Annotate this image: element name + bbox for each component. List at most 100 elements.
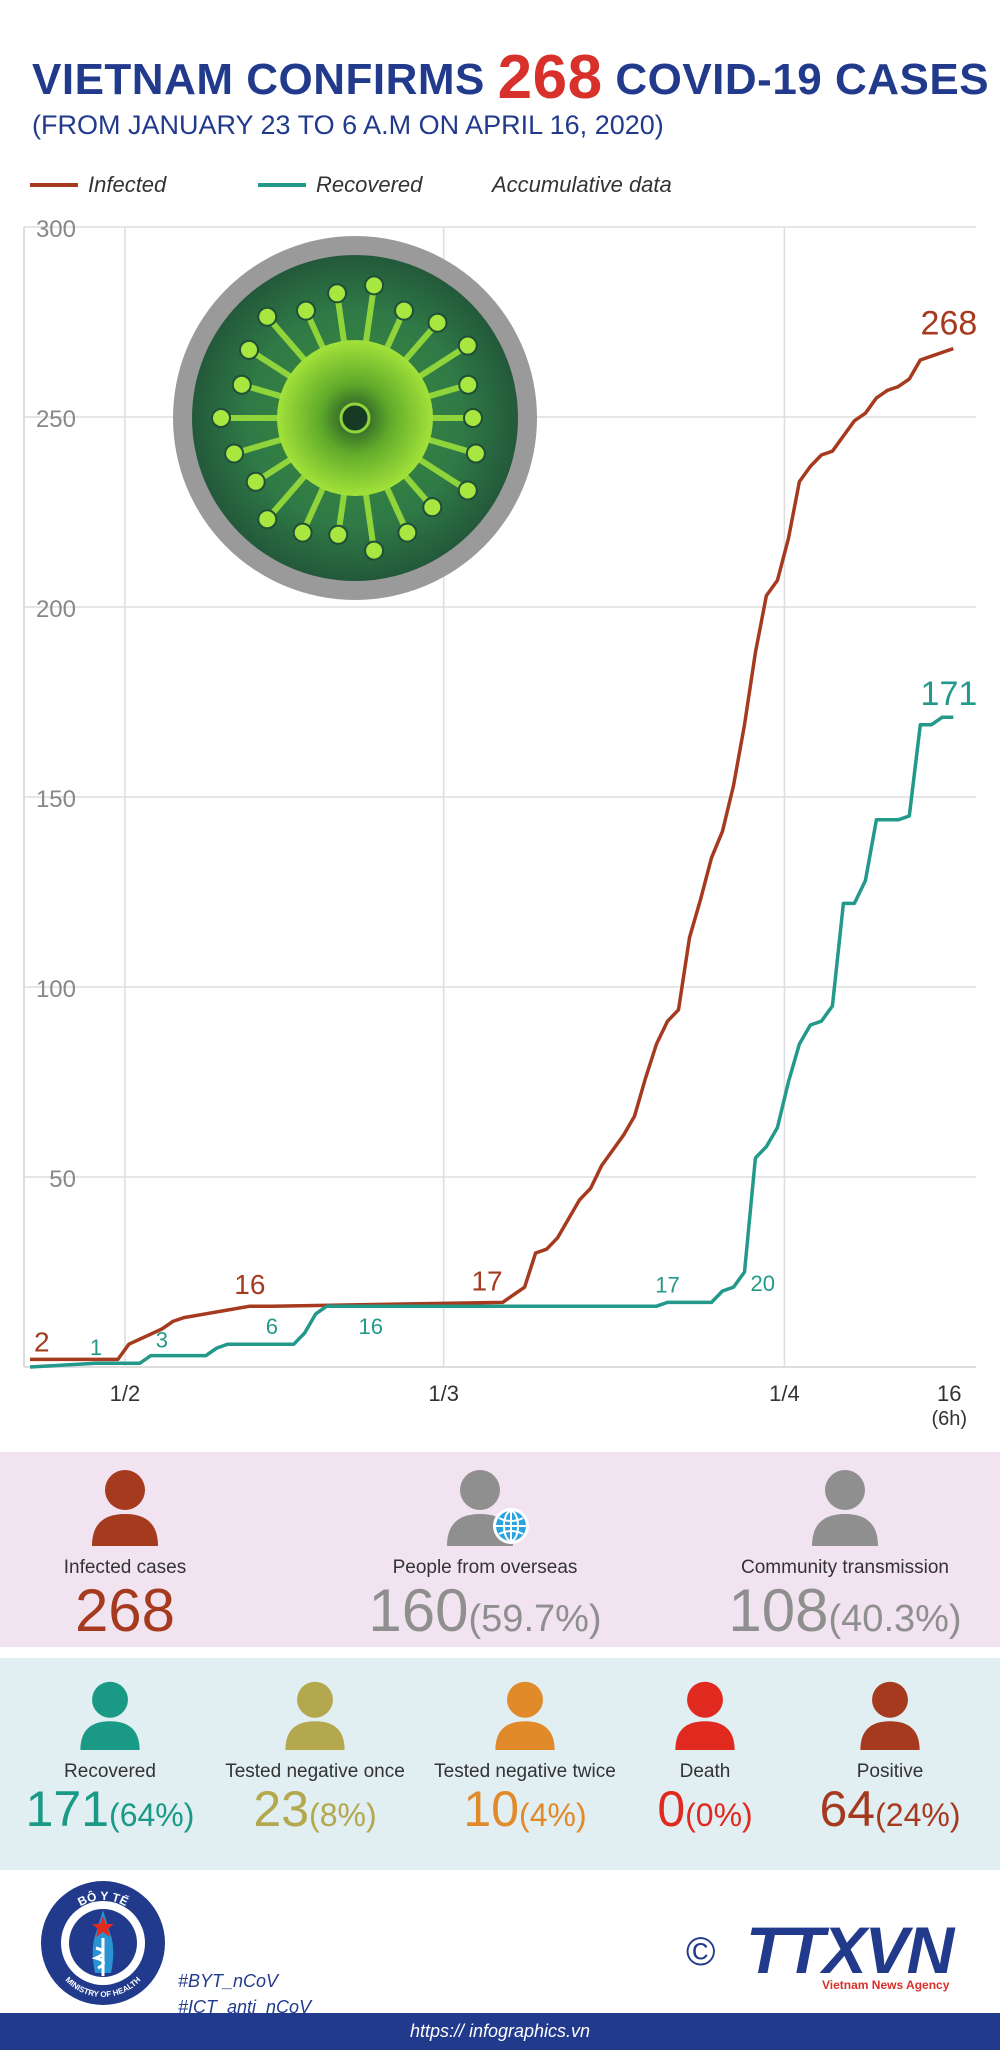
virus-spike-tip — [328, 524, 349, 545]
y-tick-label: 100 — [36, 976, 76, 1003]
virus-spike-tip — [245, 471, 266, 492]
stat-negative-once-label: Tested negative once — [225, 1761, 405, 1782]
stat-negative-twice-value: 10 — [463, 1781, 520, 1837]
x-tick-label: 1/4 — [769, 1381, 800, 1406]
data-label-recovered: 16 — [358, 1314, 382, 1339]
copyright-icon: © — [686, 1930, 716, 1974]
hashtags: #BYT_nCoV #ICT_anti_nCoV — [178, 1968, 311, 2020]
data-label-recovered: 20 — [750, 1271, 774, 1296]
agency-name: Vietnam News Agency — [822, 1978, 950, 1992]
stat-death-pct: (0%) — [685, 1797, 753, 1833]
stat-positive: Positive 64(24%) — [790, 1680, 990, 1836]
virus-spike-tip — [457, 335, 478, 356]
stat-negative-once-pct: (8%) — [309, 1797, 377, 1833]
page-subtitle: (FROM JANUARY 23 TO 6 A.M ON APRIL 16, 2… — [32, 110, 664, 140]
person-icon — [620, 1680, 790, 1755]
virus-spike — [361, 484, 378, 554]
stat-death: Death 0(0%) — [620, 1680, 790, 1836]
data-label-infected: 16 — [234, 1269, 265, 1300]
title-number: 268 — [497, 43, 603, 112]
data-label-recovered: 1 — [90, 1335, 102, 1360]
virus-spike-tip — [239, 339, 260, 360]
legend-infected-swatch — [30, 183, 78, 187]
chart-legend: Infected Recovered Accumulative data — [30, 172, 930, 202]
stat-recovered-value-line: 171(64%) — [10, 1783, 210, 1836]
virus-spike-tip — [231, 374, 252, 395]
hashtag-byt: #BYT_nCoV — [178, 1971, 279, 1991]
data-label-infected: 2 — [34, 1326, 50, 1357]
series-line-infected — [30, 346, 954, 1362]
data-label-recovered: 17 — [655, 1272, 679, 1297]
virus-spike-tip — [458, 374, 479, 395]
footer: BỘ Y TẾ MINISTRY OF HEALTH #BYT_nCoV #IC… — [0, 1880, 1000, 2050]
footer-url[interactable]: https:// infographics.vn — [409, 2021, 591, 2041]
title-prefix: VIETNAM CONFIRMS — [32, 55, 485, 104]
person-icon — [20, 1468, 230, 1551]
data-label-infected: 17 — [471, 1265, 502, 1296]
page-title: VIETNAM CONFIRMS 268 COVID-19 CASES — [32, 42, 989, 113]
stat-death-value: 0 — [657, 1781, 686, 1837]
status-panel: Recovered 171(64%) Tested negative once … — [0, 1658, 1000, 1870]
stat-overseas-pct: (59.7%) — [468, 1598, 602, 1640]
x-tick-label: 16 — [937, 1381, 961, 1406]
stat-community-value-line: 108(40.3%) — [700, 1579, 990, 1642]
stat-positive-label: Positive — [856, 1761, 924, 1782]
url-bar: https:// infographics.vn — [0, 2013, 1000, 2050]
y-tick-label: 150 — [36, 786, 76, 813]
person-globe-icon — [445, 1468, 529, 1551]
y-tick-label: 200 — [36, 596, 76, 623]
stat-overseas-value-line: 160(59.7%) — [340, 1579, 630, 1642]
stat-negative-twice: Tested negative twice 10(4%) — [425, 1680, 625, 1836]
stat-death-value-line: 0(0%) — [620, 1783, 790, 1836]
virus-spike-tip — [257, 509, 278, 530]
virus-spike — [264, 467, 313, 523]
virus-spike-tip — [397, 522, 418, 543]
virus-spike-tip — [327, 283, 348, 304]
stat-overseas: People from overseas 160(59.7%) — [340, 1468, 630, 1642]
stat-negative-twice-label: Tested negative twice — [434, 1761, 616, 1782]
virus-illustration — [173, 236, 537, 600]
stat-negative-once-value-line: 23(8%) — [215, 1783, 415, 1836]
data-label-recovered: 6 — [266, 1314, 278, 1339]
stat-negative-twice-value-line: 10(4%) — [425, 1783, 625, 1836]
y-tick-label: 300 — [36, 216, 76, 243]
virus-spike-tip — [457, 480, 478, 501]
virus-spike-tip — [427, 312, 448, 333]
virus-spike-tip — [422, 497, 443, 518]
data-label-recovered: 171 — [921, 675, 978, 713]
title-suffix: COVID-19 CASES — [615, 55, 990, 104]
virus-spike-tip — [465, 443, 486, 464]
person-icon — [215, 1680, 415, 1755]
virus-spike — [361, 282, 378, 352]
stat-recovered-label: Recovered — [64, 1761, 156, 1782]
ttxvn-logo: TTXVN — [746, 1913, 954, 1987]
data-label-infected: 268 — [921, 305, 978, 343]
data-label-recovered: 3 — [156, 1328, 168, 1353]
y-tick-label: 50 — [49, 1166, 76, 1193]
legend-note: Accumulative data — [492, 172, 672, 198]
virus-spike-tip — [394, 300, 415, 321]
stat-death-label: Death — [679, 1761, 731, 1782]
stat-positive-value: 64 — [819, 1781, 876, 1837]
virus-spike-tip — [292, 522, 313, 543]
virus-center — [339, 402, 371, 434]
stat-community-value: 108 — [728, 1577, 829, 1644]
virus-spike — [410, 342, 471, 384]
virus-spike — [264, 313, 313, 369]
ministry-of-health-logo: BỘ Y TẾ MINISTRY OF HEALTH — [41, 1881, 165, 2005]
stat-recovered: Recovered 171(64%) — [10, 1680, 210, 1836]
stat-negative-once-value: 23 — [253, 1781, 310, 1837]
svg-text:BỘ Y TẾ: BỘ Y TẾ — [75, 1888, 131, 1908]
ministry-logo-top-text: BỘ Y TẾ — [75, 1888, 131, 1908]
legend-infected-label: Infected — [88, 172, 167, 197]
stat-community-pct: (40.3%) — [828, 1598, 962, 1640]
stat-infected: Infected cases 268 — [20, 1468, 230, 1642]
person-icon — [700, 1468, 990, 1551]
legend-recovered: Recovered — [258, 172, 422, 198]
stat-positive-pct: (24%) — [875, 1797, 961, 1833]
virus-spike-tip — [295, 300, 316, 321]
stat-recovered-value: 171 — [25, 1781, 110, 1837]
x-tick-label: 1/2 — [110, 1381, 141, 1406]
stat-negative-once: Tested negative once 23(8%) — [215, 1680, 415, 1836]
